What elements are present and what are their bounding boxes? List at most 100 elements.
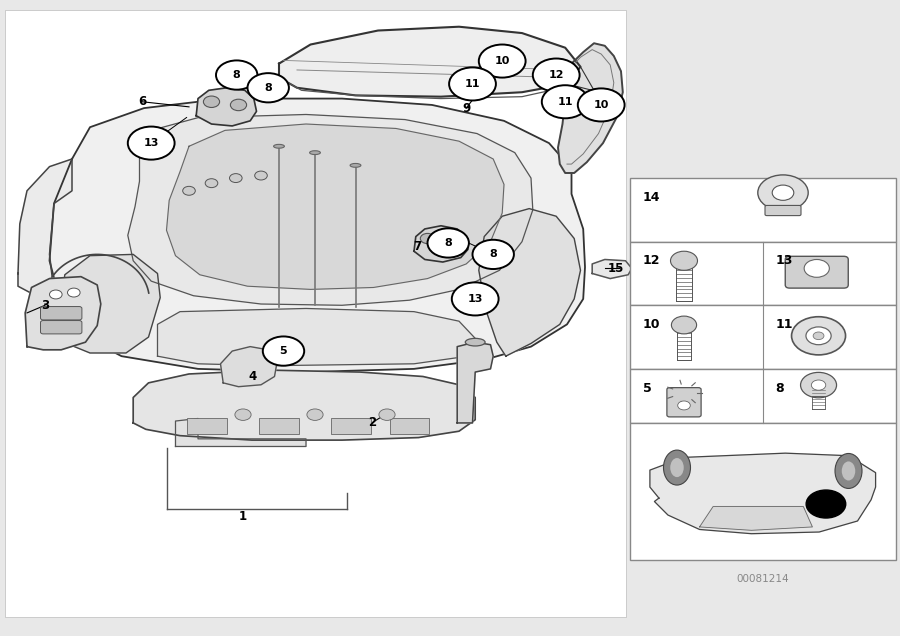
Polygon shape <box>158 308 477 366</box>
Text: 7: 7 <box>413 240 421 253</box>
FancyBboxPatch shape <box>630 178 896 242</box>
Text: 3: 3 <box>41 299 50 312</box>
Text: 14: 14 <box>643 191 660 204</box>
Polygon shape <box>50 99 585 372</box>
Circle shape <box>806 490 846 518</box>
Polygon shape <box>25 277 101 350</box>
Text: 15: 15 <box>608 262 624 275</box>
Text: 13: 13 <box>143 138 159 148</box>
Circle shape <box>449 67 496 100</box>
Ellipse shape <box>835 453 862 488</box>
Circle shape <box>216 60 257 90</box>
Text: 00081214: 00081214 <box>736 574 789 584</box>
Circle shape <box>811 380 826 390</box>
Circle shape <box>452 282 499 315</box>
Polygon shape <box>176 418 306 446</box>
FancyBboxPatch shape <box>630 369 896 423</box>
Polygon shape <box>592 259 632 279</box>
Circle shape <box>758 175 808 211</box>
Text: 12: 12 <box>643 254 660 267</box>
Text: 8: 8 <box>233 70 240 80</box>
Circle shape <box>128 127 175 160</box>
Polygon shape <box>558 43 623 173</box>
Ellipse shape <box>310 151 320 155</box>
FancyBboxPatch shape <box>40 307 82 320</box>
FancyBboxPatch shape <box>785 256 848 288</box>
Circle shape <box>801 372 837 398</box>
Text: 4: 4 <box>248 370 256 383</box>
Text: 8: 8 <box>775 382 784 395</box>
Circle shape <box>670 251 698 270</box>
Polygon shape <box>18 159 72 296</box>
Circle shape <box>542 85 589 118</box>
Ellipse shape <box>663 450 690 485</box>
Polygon shape <box>457 342 493 423</box>
FancyBboxPatch shape <box>259 418 299 434</box>
Ellipse shape <box>274 144 284 148</box>
Text: 8: 8 <box>490 249 497 259</box>
Circle shape <box>479 45 526 78</box>
Circle shape <box>792 317 846 355</box>
FancyBboxPatch shape <box>630 242 896 305</box>
Circle shape <box>805 259 830 277</box>
Text: 10: 10 <box>593 100 609 110</box>
Circle shape <box>307 409 323 420</box>
Circle shape <box>678 401 690 410</box>
Text: 6: 6 <box>139 95 147 108</box>
FancyBboxPatch shape <box>40 321 82 334</box>
Circle shape <box>533 59 580 92</box>
Circle shape <box>428 228 469 258</box>
Text: 5: 5 <box>280 346 287 356</box>
Circle shape <box>255 171 267 180</box>
Circle shape <box>446 238 461 248</box>
Text: 1: 1 <box>238 510 248 523</box>
Polygon shape <box>699 506 813 530</box>
Text: 10: 10 <box>494 56 510 66</box>
Circle shape <box>230 174 242 183</box>
FancyBboxPatch shape <box>4 10 626 617</box>
Ellipse shape <box>465 338 485 346</box>
Circle shape <box>420 233 435 244</box>
Circle shape <box>806 327 832 345</box>
Circle shape <box>578 88 625 121</box>
Text: 8: 8 <box>265 83 272 93</box>
Polygon shape <box>650 453 876 534</box>
FancyBboxPatch shape <box>390 418 429 434</box>
Circle shape <box>183 186 195 195</box>
Circle shape <box>671 316 697 334</box>
FancyBboxPatch shape <box>667 387 701 417</box>
Ellipse shape <box>842 462 855 481</box>
Polygon shape <box>166 124 504 289</box>
Text: 10: 10 <box>643 318 660 331</box>
Text: 9: 9 <box>463 102 471 114</box>
Circle shape <box>235 409 251 420</box>
Circle shape <box>263 336 304 366</box>
Ellipse shape <box>350 163 361 167</box>
FancyBboxPatch shape <box>765 205 801 216</box>
Circle shape <box>814 332 824 340</box>
Polygon shape <box>128 114 533 305</box>
Circle shape <box>205 179 218 188</box>
Polygon shape <box>414 226 468 262</box>
Text: 11: 11 <box>557 97 573 107</box>
FancyBboxPatch shape <box>630 423 896 560</box>
Polygon shape <box>279 27 580 97</box>
Text: 2: 2 <box>368 417 376 429</box>
Text: 13: 13 <box>467 294 483 304</box>
Text: 12: 12 <box>548 70 564 80</box>
Text: 11: 11 <box>775 318 793 331</box>
Polygon shape <box>479 209 580 356</box>
Circle shape <box>248 73 289 102</box>
Text: 13: 13 <box>775 254 793 267</box>
Polygon shape <box>196 88 256 126</box>
Circle shape <box>772 185 794 200</box>
Text: 11: 11 <box>464 79 481 89</box>
Circle shape <box>379 409 395 420</box>
Polygon shape <box>54 254 160 353</box>
Polygon shape <box>220 347 277 387</box>
Polygon shape <box>133 370 475 440</box>
Circle shape <box>230 99 247 111</box>
Circle shape <box>472 240 514 269</box>
Circle shape <box>50 290 62 299</box>
FancyBboxPatch shape <box>630 305 896 369</box>
